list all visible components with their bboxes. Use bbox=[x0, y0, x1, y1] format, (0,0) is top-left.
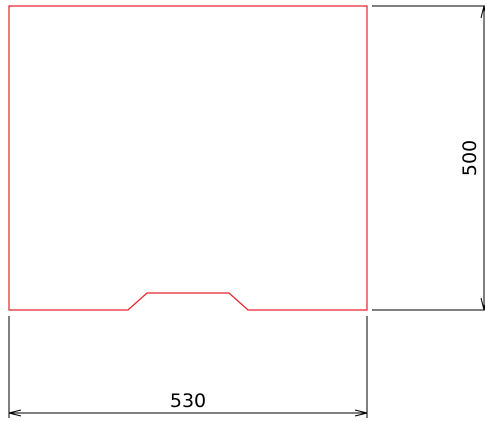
width-dimension-label: 530 bbox=[170, 390, 206, 412]
height-dimension-label: 500 bbox=[459, 140, 481, 176]
part-outline bbox=[8, 5, 368, 311]
width-arrow-right bbox=[354, 409, 368, 417]
width-arrow-left bbox=[8, 409, 22, 417]
